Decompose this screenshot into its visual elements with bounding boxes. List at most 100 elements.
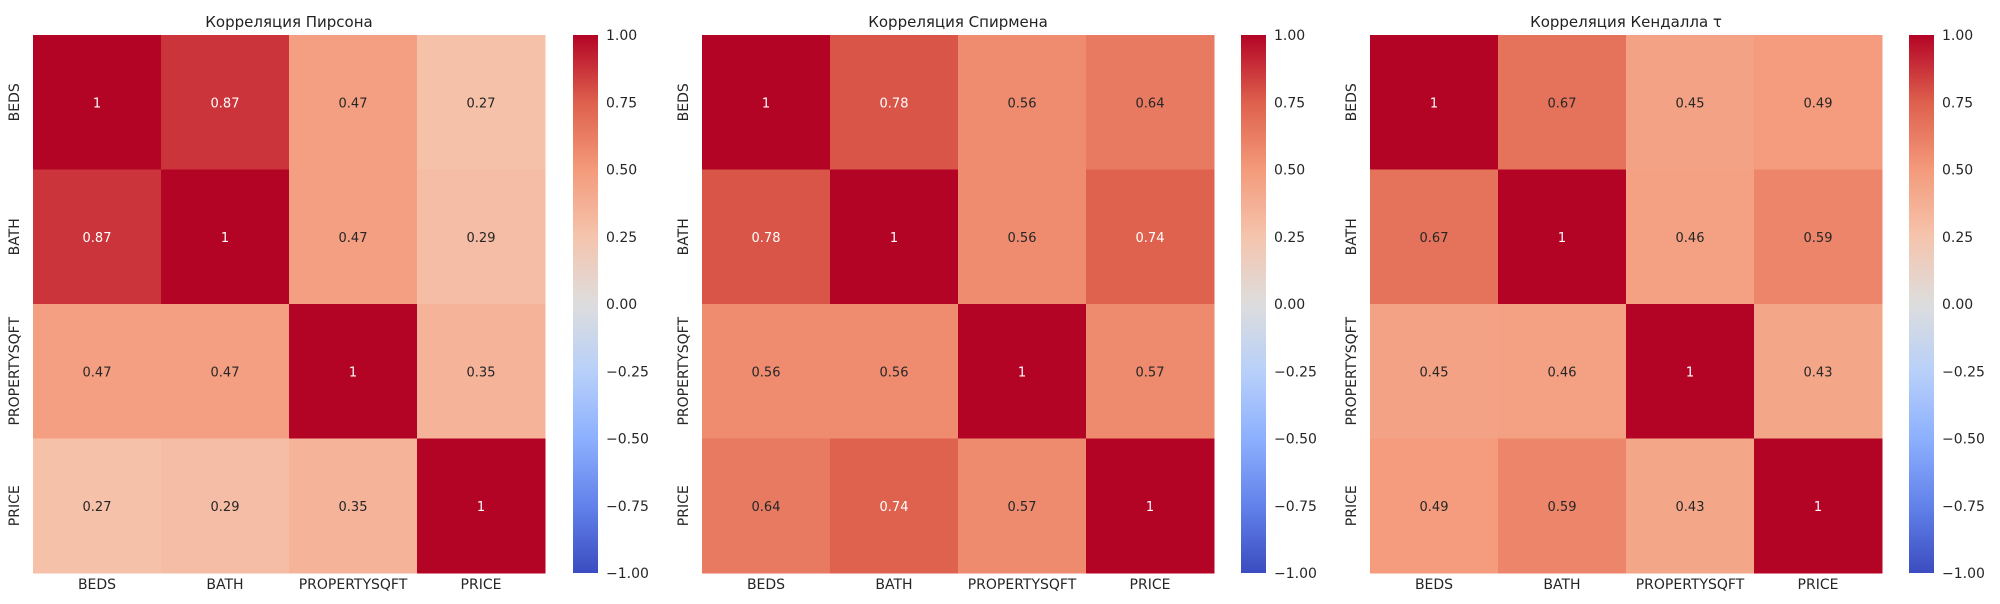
- x-tick-label: BATH: [875, 577, 912, 593]
- cell-value-label: 0.35: [467, 365, 496, 380]
- heatmap-cell: [958, 35, 1087, 170]
- heatmap-cell: [417, 304, 546, 439]
- cell-value-label: 1: [1146, 500, 1154, 515]
- heatmap-cell: [702, 35, 831, 170]
- x-tick-label: PROPERTYSQFT: [1636, 577, 1745, 593]
- cell-value-label: 0.27: [83, 500, 112, 515]
- heatmap-cell: [33, 35, 162, 170]
- heatmap-cell: [1754, 35, 1883, 170]
- colorbar-tick-label: −0.25: [1274, 364, 1317, 380]
- chart-title: Корреляция Спирмена: [868, 13, 1048, 31]
- x-tick-label: BEDS: [78, 577, 116, 593]
- heatmap-cell: [702, 169, 831, 305]
- cell-value-label: 1: [1558, 231, 1566, 246]
- cell-value-label: 0.47: [339, 96, 368, 111]
- colorbar-tick-label: −0.50: [1942, 432, 1985, 448]
- heatmap-kendall: Корреляция Кендалла τ 1 0.67 0.45 0.49 0.67 1 0…: [1344, 13, 1985, 593]
- y-tick-label: BEDS: [1344, 83, 1360, 121]
- colorbar-tick-label: −1.00: [606, 566, 649, 582]
- y-tick-label: BEDS: [7, 83, 23, 121]
- y-tick-label: BATH: [676, 218, 692, 255]
- heatmap-cell: [1498, 35, 1627, 170]
- cell-value-label: 0.47: [211, 365, 240, 380]
- colorbar: [573, 35, 598, 573]
- heatmap-cell: [1370, 35, 1499, 170]
- colorbar-tick-label: 0.25: [1274, 230, 1305, 246]
- heatmap-cell: [958, 438, 1087, 574]
- x-tick-label: PRICE: [1130, 577, 1171, 593]
- y-tick-label: BEDS: [676, 83, 692, 121]
- cell-value-label: 1: [349, 365, 357, 380]
- colorbar-tick-label: 0.75: [1942, 95, 1973, 111]
- heatmap-cell: [1086, 304, 1215, 439]
- cell-value-label: 0.56: [1008, 96, 1037, 111]
- heatmap-cell: [1754, 169, 1883, 305]
- cell-value-label: 1: [93, 96, 101, 111]
- x-tick-label: PRICE: [461, 577, 502, 593]
- colorbar: [1241, 35, 1266, 573]
- cell-value-label: 0.29: [211, 500, 240, 515]
- heatmap-cell: [161, 169, 290, 305]
- heatmap-cell: [958, 169, 1087, 305]
- heatmap-cell: [33, 169, 162, 305]
- heatmap-cell: [33, 438, 162, 574]
- heatmap-spearman: Корреляция Спирмена 1 0.78 0.56 0.64 0.78 1 0.5…: [676, 13, 1317, 593]
- chart-title: Корреляция Кендалла τ: [1530, 13, 1722, 31]
- heatmap-cell: [830, 438, 959, 574]
- y-tick-label: PROPERTYSQFT: [1344, 317, 1360, 426]
- x-tick-label: BEDS: [1415, 577, 1453, 593]
- colorbar-tick-label: 0.25: [1942, 230, 1973, 246]
- cell-value-label: 0.47: [83, 365, 112, 380]
- cell-value-label: 0.74: [880, 500, 909, 515]
- cell-value-label: 0.57: [1136, 365, 1165, 380]
- colorbar-tick-label: −0.50: [606, 432, 649, 448]
- y-tick-label: BATH: [7, 218, 23, 255]
- cell-value-label: 0.64: [1136, 96, 1165, 111]
- heatmap-cell: [33, 304, 162, 439]
- heatmap-cell: [289, 169, 418, 305]
- y-tick-label: PRICE: [7, 485, 23, 526]
- y-tick-label: PROPERTYSQFT: [676, 317, 692, 426]
- heatmap-cell: [1754, 438, 1883, 574]
- colorbar-tick-label: 0.00: [606, 297, 637, 313]
- cell-value-label: 0.45: [1676, 96, 1705, 111]
- x-tick-label: BATH: [206, 577, 243, 593]
- heatmap-cell: [1370, 438, 1499, 574]
- cell-value-label: 0.45: [1420, 365, 1449, 380]
- cell-value-label: 1: [762, 96, 770, 111]
- colorbar-tick-label: 0.00: [1274, 297, 1305, 313]
- x-tick-label: PROPERTYSQFT: [968, 577, 1077, 593]
- cell-value-label: 0.29: [467, 231, 496, 246]
- cell-value-label: 0.47: [339, 231, 368, 246]
- colorbar-tick-label: 0.75: [1274, 95, 1305, 111]
- colorbar-tick-label: 0.50: [1274, 163, 1305, 179]
- heatmap-cell: [161, 438, 290, 574]
- colorbar-tick-label: −0.75: [1942, 499, 1985, 515]
- cell-value-label: 0.56: [1008, 231, 1037, 246]
- heatmap-cell: [161, 35, 290, 170]
- y-tick-label: PRICE: [676, 485, 692, 526]
- cell-value-label: 1: [890, 231, 898, 246]
- heatmap-cell: [830, 169, 959, 305]
- y-tick-label: PRICE: [1344, 485, 1360, 526]
- colorbar-tick-label: 0.25: [606, 230, 637, 246]
- cell-value-label: 0.78: [880, 96, 909, 111]
- colorbar-tick-label: −0.25: [1942, 364, 1985, 380]
- cell-value-label: 0.27: [467, 96, 496, 111]
- heatmap-cell: [161, 304, 290, 439]
- cell-value-label: 1: [1686, 365, 1694, 380]
- colorbar-tick-label: −0.75: [1274, 499, 1317, 515]
- cell-value-label: 1: [1814, 500, 1822, 515]
- colorbar-tick-label: 1.00: [1942, 28, 1973, 44]
- heatmap-cell: [1086, 35, 1215, 170]
- heatmap-cell: [289, 438, 418, 574]
- cell-value-label: 0.46: [1548, 365, 1577, 380]
- heatmap-cell: [1370, 169, 1499, 305]
- colorbar-tick-label: −0.75: [606, 499, 649, 515]
- heatmap-cell: [958, 304, 1087, 439]
- heatmap-cell: [702, 438, 831, 574]
- heatmap-cell: [1626, 169, 1755, 305]
- colorbar-tick-label: 0.00: [1942, 297, 1973, 313]
- cell-value-label: 0.64: [752, 500, 781, 515]
